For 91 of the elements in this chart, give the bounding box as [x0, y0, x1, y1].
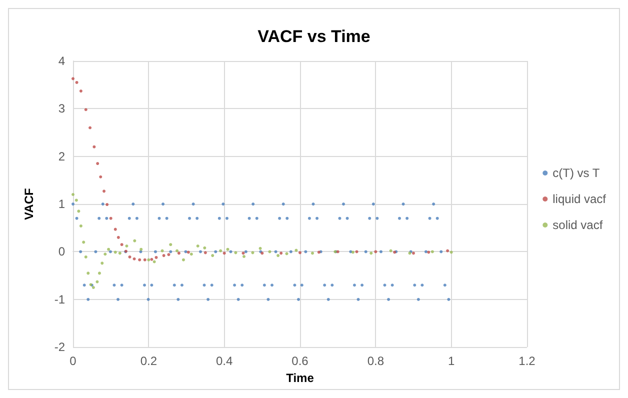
point [88, 126, 92, 130]
x-tick-label: 0 [70, 354, 77, 368]
point [298, 251, 302, 254]
y-tick-label: 0 [58, 244, 66, 259]
point [74, 198, 78, 202]
point [118, 252, 122, 255]
y-tick-label: 4 [58, 54, 66, 68]
point [182, 258, 185, 262]
point [92, 145, 96, 148]
legend-label: liquid vacf [552, 192, 607, 206]
point [222, 252, 226, 255]
x-tick-label: 1.2 [518, 354, 536, 368]
legend-label: c(T) vs T [552, 166, 600, 180]
point [75, 80, 78, 84]
point [242, 255, 246, 258]
point [96, 280, 99, 284]
point [147, 258, 150, 262]
point [154, 256, 158, 259]
x-axis-title: Time [286, 371, 314, 385]
point [430, 250, 434, 254]
point [294, 248, 298, 252]
point [280, 252, 283, 255]
point [114, 228, 117, 231]
point [190, 252, 193, 256]
point [234, 251, 238, 254]
point [96, 162, 100, 166]
y-tick-label: 3 [58, 102, 66, 116]
y-tick-label: 1 [58, 197, 66, 212]
point [106, 203, 109, 206]
point [177, 252, 180, 255]
x-tick-label: 0.6 [292, 354, 309, 368]
point [285, 252, 288, 256]
y-tick-label: 2 [58, 149, 66, 164]
chart-title: VACF vs Time [258, 27, 370, 46]
point [138, 258, 142, 262]
point [370, 252, 373, 255]
point [120, 243, 124, 246]
point [355, 250, 358, 254]
point [204, 251, 207, 254]
point [84, 108, 88, 112]
point [84, 255, 88, 258]
point [251, 251, 254, 254]
point [176, 249, 179, 252]
point [125, 244, 128, 248]
point [104, 252, 107, 256]
point [109, 216, 112, 220]
point [219, 249, 222, 252]
point [107, 248, 110, 251]
y-tick-label: -1 [54, 292, 66, 306]
x-tick-label: 0.2 [140, 354, 158, 368]
point [196, 244, 200, 248]
point [276, 254, 280, 258]
point [160, 249, 164, 252]
point [79, 90, 82, 93]
point [450, 250, 453, 254]
point [72, 193, 74, 196]
point [143, 258, 146, 262]
point [268, 250, 272, 254]
y-axis-title: VACF [22, 188, 36, 220]
point [310, 252, 314, 255]
point [86, 272, 90, 275]
point [77, 210, 80, 213]
point [98, 272, 101, 275]
point [427, 250, 430, 254]
point [167, 253, 170, 256]
point [446, 249, 450, 252]
point [82, 240, 86, 244]
point [99, 175, 102, 178]
point [72, 77, 74, 80]
x-tick-label: 0.4 [216, 354, 233, 368]
point [140, 248, 143, 251]
point [389, 249, 392, 252]
legend-label: solid vacf [552, 218, 604, 232]
point [203, 246, 206, 250]
x-tick-label: 0.8 [367, 354, 384, 368]
point [79, 224, 82, 228]
y-tick-label: -2 [54, 340, 66, 354]
point [116, 236, 120, 239]
point [186, 250, 190, 254]
point [169, 243, 172, 246]
point [150, 258, 154, 261]
point [114, 250, 117, 254]
point [258, 246, 262, 250]
point [128, 255, 132, 258]
point [162, 254, 166, 258]
point [102, 190, 106, 193]
point [412, 252, 415, 255]
point [132, 257, 136, 260]
x-tick-label: 1 [448, 354, 455, 368]
point [100, 262, 104, 265]
point [211, 254, 214, 258]
